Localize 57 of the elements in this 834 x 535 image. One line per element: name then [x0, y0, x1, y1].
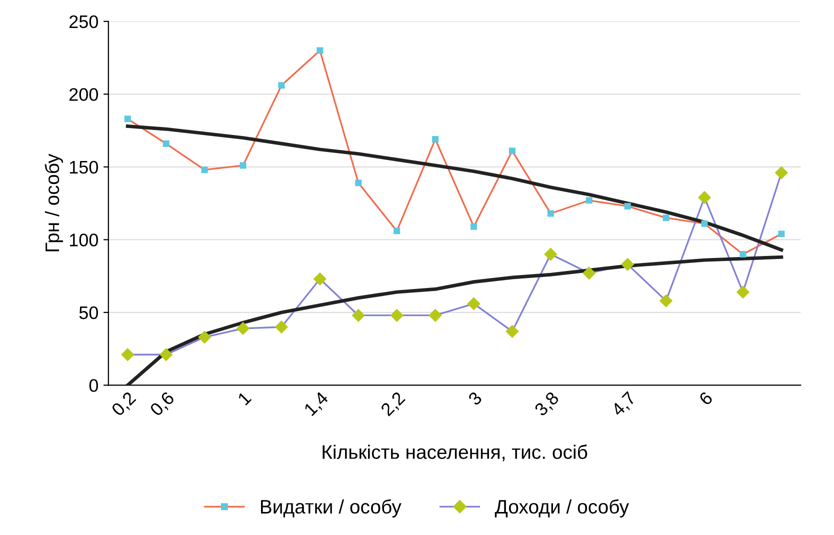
point [659, 294, 673, 308]
point [624, 202, 631, 210]
point [662, 214, 670, 222]
x-axis-title: Кількість населення, тис. осіб [322, 444, 588, 462]
point [390, 308, 404, 322]
point [352, 308, 365, 322]
point [586, 197, 592, 204]
point [313, 272, 327, 286]
point [278, 82, 285, 89]
legend-label: Видатки / особу [261, 499, 402, 518]
point [736, 285, 750, 299]
y-tick-label: 150 [70, 160, 98, 174]
y-tick-label: 250 [69, 15, 98, 28]
x-tick-label: 6 [698, 390, 714, 406]
line-series [126, 124, 784, 252]
point [547, 210, 554, 217]
point [506, 324, 519, 338]
point [778, 230, 785, 238]
point [544, 248, 558, 261]
x-tick-label: 3 [467, 390, 483, 406]
y-axis-title: Грн / особу [44, 154, 64, 252]
point [428, 308, 442, 322]
line-series [126, 255, 784, 386]
point [162, 140, 170, 147]
point [121, 348, 134, 362]
y-tick-label: 50 [79, 306, 98, 320]
point [467, 297, 480, 310]
point [508, 148, 516, 154]
point [394, 228, 400, 234]
legend-label: Доходи / особу [494, 499, 629, 518]
x-tick-label: 2,2 [380, 391, 408, 418]
point [698, 190, 712, 204]
point [701, 220, 708, 227]
point [582, 266, 596, 280]
point [355, 180, 362, 186]
y-tick-label: 0 [89, 379, 98, 392]
y-tick-label: 200 [69, 88, 98, 101]
x-tick-label: 3,8 [534, 390, 562, 418]
point [470, 223, 478, 230]
point [201, 166, 208, 174]
x-tick-label: 4,7 [610, 391, 638, 418]
point [274, 320, 288, 334]
point [236, 322, 250, 336]
x-tick-label: 0,6 [149, 390, 176, 418]
x-tick-label: 1 [237, 391, 252, 406]
point [774, 166, 788, 180]
point [240, 162, 246, 169]
x-tick-label: 1,4 [304, 390, 330, 418]
point [620, 258, 634, 272]
point [198, 330, 212, 344]
point [124, 116, 131, 122]
point [316, 47, 324, 54]
point [160, 348, 173, 362]
point [432, 136, 439, 143]
x-tick-label: 0,2 [110, 391, 138, 418]
point [740, 250, 746, 258]
y-tick-label: 100 [70, 234, 98, 246]
